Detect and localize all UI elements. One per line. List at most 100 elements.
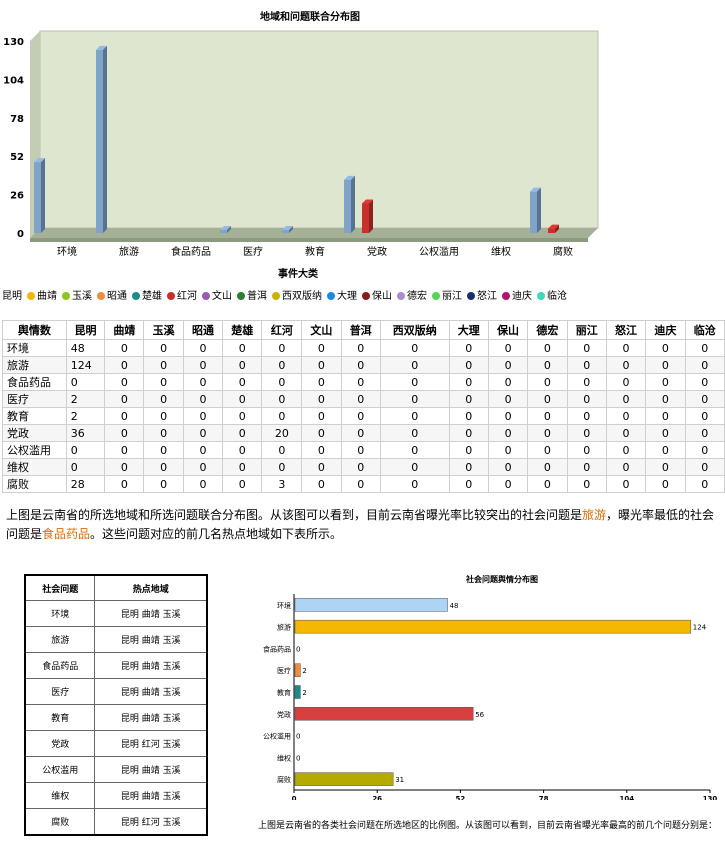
table1-cell: 0: [527, 458, 568, 476]
table1-cell: 0: [645, 424, 686, 442]
table1-cell: 0: [684, 441, 725, 459]
legend-swatch: [97, 292, 105, 300]
table1-cell: 20: [261, 424, 303, 442]
table1-cell: 0: [261, 458, 303, 476]
chart2-x-tick-label: 0: [292, 795, 297, 800]
table1-column-header: 德宏: [527, 320, 568, 340]
table1-cell: 0: [566, 356, 607, 374]
table1-column-header: 迪庆: [645, 320, 686, 340]
table1-cell: 0: [684, 390, 725, 408]
chart2-y-tick-label: 维权: [277, 753, 291, 762]
table1-header-row: 舆情数 昆明 曲靖 玉溪 昭通 楚雄 红河 文山 普洱 西双版纳 大理 保山 德宏 丽江 怒江 迪庆 临沧: [2, 320, 725, 340]
chart2-x-tick-label: 26: [372, 795, 382, 800]
legend-item: 楚雄: [132, 287, 162, 302]
table1-column-header: 普洱: [340, 320, 381, 340]
table1-cell: 0: [104, 390, 145, 408]
table1-cell: 0: [605, 356, 647, 374]
summary-highlight-top-issue: 旅游: [582, 508, 607, 522]
chart2-data-label: 0: [296, 645, 300, 653]
table1-cell: 0: [566, 458, 607, 476]
table1-cell: 0: [301, 356, 342, 374]
table1-row: 医疗 2 0 0 0 0 0 0 0 0 0 0 0 0 0 0 0: [2, 390, 725, 408]
chart2-y-tick-label: 教育: [277, 688, 291, 697]
table1-column-header: 临沧: [684, 320, 725, 340]
chart2-bar: [294, 772, 394, 786]
table1-row-label: 腐败: [2, 475, 67, 493]
table2-issue-cell: 教育: [24, 704, 96, 731]
legend-item: 昭通: [97, 287, 127, 302]
table2-regions-cell: 昆明 曲靖 玉溪: [94, 756, 208, 783]
table1-cell: 0: [301, 407, 342, 425]
chart1-x-tick-label: 教育: [305, 245, 325, 258]
legend-label: 昆明: [2, 291, 22, 302]
table1-column-header: 大理: [448, 320, 489, 340]
chart1-bar: [34, 162, 41, 233]
legend-item: 红河: [167, 287, 197, 302]
legend-item: 德宏: [397, 287, 427, 302]
table1-cell: 0: [684, 356, 725, 374]
table1-cell: 2: [65, 390, 106, 408]
chart1-x-tick-label: 医疗: [243, 245, 263, 258]
table2-regions-cell: 昆明 曲靖 玉溪: [94, 704, 208, 731]
table1-cell: 0: [379, 390, 450, 408]
table1-cell: 0: [379, 424, 450, 442]
table1-cell: 0: [566, 441, 607, 459]
chart1-y-tick-label: 52: [10, 152, 24, 163]
legend-item: 临沧: [537, 287, 567, 302]
summary-text-1: 上图是云南省的所选地域和所选问题联合分布图。从该图可以看到，目前云南省曝光率比较…: [6, 508, 583, 522]
legend-label: 保山: [372, 291, 392, 302]
chart1-bar-side: [41, 158, 45, 233]
table1-cell: 0: [645, 407, 686, 425]
table1-cell: 0: [340, 373, 381, 391]
legend-item: 西双版纳: [272, 287, 322, 302]
table1-cell: 0: [448, 339, 489, 357]
table2-issue-cell: 食品药品: [24, 652, 96, 679]
chart1-x-tick-label: 公权滥用: [419, 245, 459, 258]
table1-cell: 0: [261, 356, 303, 374]
table1-column-header: 曲靖: [104, 320, 145, 340]
table1-cell: 0: [104, 339, 145, 357]
legend-swatch: [397, 292, 405, 300]
table1-cell: 0: [487, 356, 529, 374]
table1-cell: 0: [527, 339, 568, 357]
table1-cell: 0: [527, 475, 568, 493]
legend-label: 怒江: [477, 291, 497, 302]
chart2-x-tick-label: 130: [703, 795, 718, 800]
chart2-data-label: 31: [395, 776, 404, 784]
table1-cell: 0: [182, 390, 224, 408]
legend-item: 大理: [327, 287, 357, 302]
table1-row-label: 环境: [2, 339, 67, 357]
chart1-bar-side: [227, 226, 231, 233]
chart2-y-tick-label: 医疗: [277, 666, 291, 675]
legend-label: 曲靖: [37, 291, 57, 302]
table1-cell: 0: [487, 373, 529, 391]
table1-row: 教育 2 0 0 0 0 0 0 0 0 0 0 0 0 0 0 0: [2, 407, 725, 425]
table1-cell: 0: [605, 475, 647, 493]
chart2-bar: [294, 619, 692, 634]
chart2-data-label: 56: [475, 711, 484, 719]
table1-cell: 0: [684, 475, 725, 493]
legend-label: 迪庆: [512, 291, 532, 302]
chart1-bar: [220, 230, 227, 233]
table1-cell: 0: [448, 424, 489, 442]
legend-label: 德宏: [407, 291, 427, 302]
table1-cell: 0: [605, 339, 647, 357]
table1-cell: 0: [340, 458, 381, 476]
table1-row-label: 党政: [2, 424, 67, 442]
chart1-bar-top: [34, 158, 45, 163]
chart1-floor-edge: [30, 238, 588, 242]
legend-swatch: [537, 292, 545, 300]
legend-label: 昭通: [107, 291, 127, 302]
table1-column-header: 楚雄: [222, 320, 263, 340]
legend-swatch: [272, 292, 280, 300]
table2-row: 腐败 昆明 红河 玉溪: [24, 808, 208, 836]
chart1-y-tick-label: 104: [3, 75, 24, 86]
legend-label: 丽江: [442, 291, 462, 302]
table1-cell: 0: [143, 390, 184, 408]
table2-row: 食品药品 昆明 曲靖 玉溪: [24, 652, 208, 679]
table1-row: 公权滥用 0 0 0 0 0 0 0 0 0 0 0 0 0 0 0 0: [2, 441, 725, 459]
table1-cell: 0: [143, 356, 184, 374]
table1-cell: 0: [487, 339, 529, 357]
region-issue-table: 舆情数 昆明 曲靖 玉溪 昭通 楚雄 红河 文山 普洱 西双版纳 大理 保山 德宏 丽江 怒江 迪庆 临沧 环境…: [2, 320, 725, 493]
table1-cell: 0: [487, 475, 529, 493]
